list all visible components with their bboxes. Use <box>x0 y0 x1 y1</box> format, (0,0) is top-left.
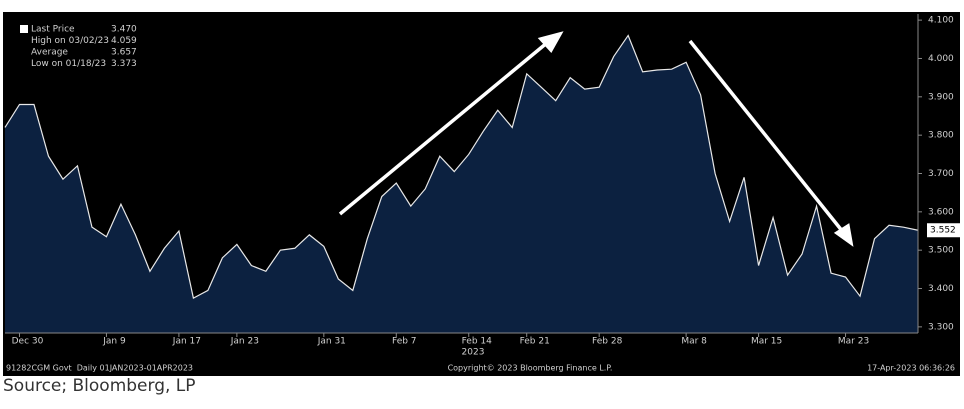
arrowhead <box>537 31 564 53</box>
x-tick-label: Jan 9 <box>102 337 126 347</box>
legend-swatch <box>20 25 28 33</box>
x-tick-label: Jan 31 <box>317 337 346 347</box>
y-tick-label: 4.000 <box>928 54 954 64</box>
x-tick-label: Dec 30 <box>12 337 44 347</box>
legend-value: 4.059 <box>111 36 137 46</box>
x-tick-label: Feb 7 <box>392 337 417 347</box>
x-tick-label: Jan 23 <box>230 337 259 347</box>
legend-value: 3.470 <box>111 25 137 35</box>
trend-arrows <box>338 31 854 247</box>
x-tick-label: Mar 8 <box>681 337 707 347</box>
down-arrow <box>688 39 845 234</box>
x-tick-label: Jan 17 <box>172 337 201 347</box>
x-tick-label: Mar 23 <box>838 337 869 347</box>
footer-center: Copyright© 2023 Bloomberg Finance L.P. <box>448 364 613 373</box>
x-tick-label: Feb 28 <box>592 337 623 347</box>
footer-right: 17-Apr-2023 06:36:26 <box>867 364 955 373</box>
year-label: 2023 <box>462 348 485 358</box>
legend-label: High on 03/02/23 <box>31 36 109 46</box>
legend-label: Last Price <box>31 25 75 35</box>
y-tick-label: 3.900 <box>928 92 954 102</box>
price-line <box>4 34 919 300</box>
last-price-label: 3.552 <box>930 226 956 236</box>
plot-area <box>4 34 919 333</box>
area-fill <box>5 35 918 333</box>
arrowhead <box>833 223 854 247</box>
y-tick-label: 3.700 <box>928 169 954 179</box>
x-tick-label: Feb 21 <box>520 337 550 347</box>
legend-value: 3.373 <box>111 59 137 69</box>
legend-value: 3.657 <box>111 48 137 58</box>
last-price-box <box>927 223 961 238</box>
y-tick-label: 4.100 <box>928 16 954 26</box>
y-tick-label: 3.800 <box>928 131 954 141</box>
legend-label: Low on 01/18/23 <box>31 59 106 69</box>
x-tick-label: Feb 14 <box>462 337 493 347</box>
y-tick-label: 3.600 <box>928 207 954 217</box>
y-tick-label: 3.500 <box>928 246 954 256</box>
source-note: Source; Bloomberg, LP <box>3 376 196 396</box>
footer-left: 91282CGM Govt Daily 01JAN2023-01APR2023 <box>6 364 193 373</box>
x-tick-label: Mar 15 <box>751 337 782 347</box>
legend-label: Average <box>31 48 68 58</box>
up-arrow <box>338 40 550 216</box>
y-tick-label: 3.300 <box>928 322 954 332</box>
chart: 2023 91282CGM Govt Daily 01JAN2023-01APR… <box>3 12 961 376</box>
y-tick-label: 3.400 <box>928 284 954 294</box>
